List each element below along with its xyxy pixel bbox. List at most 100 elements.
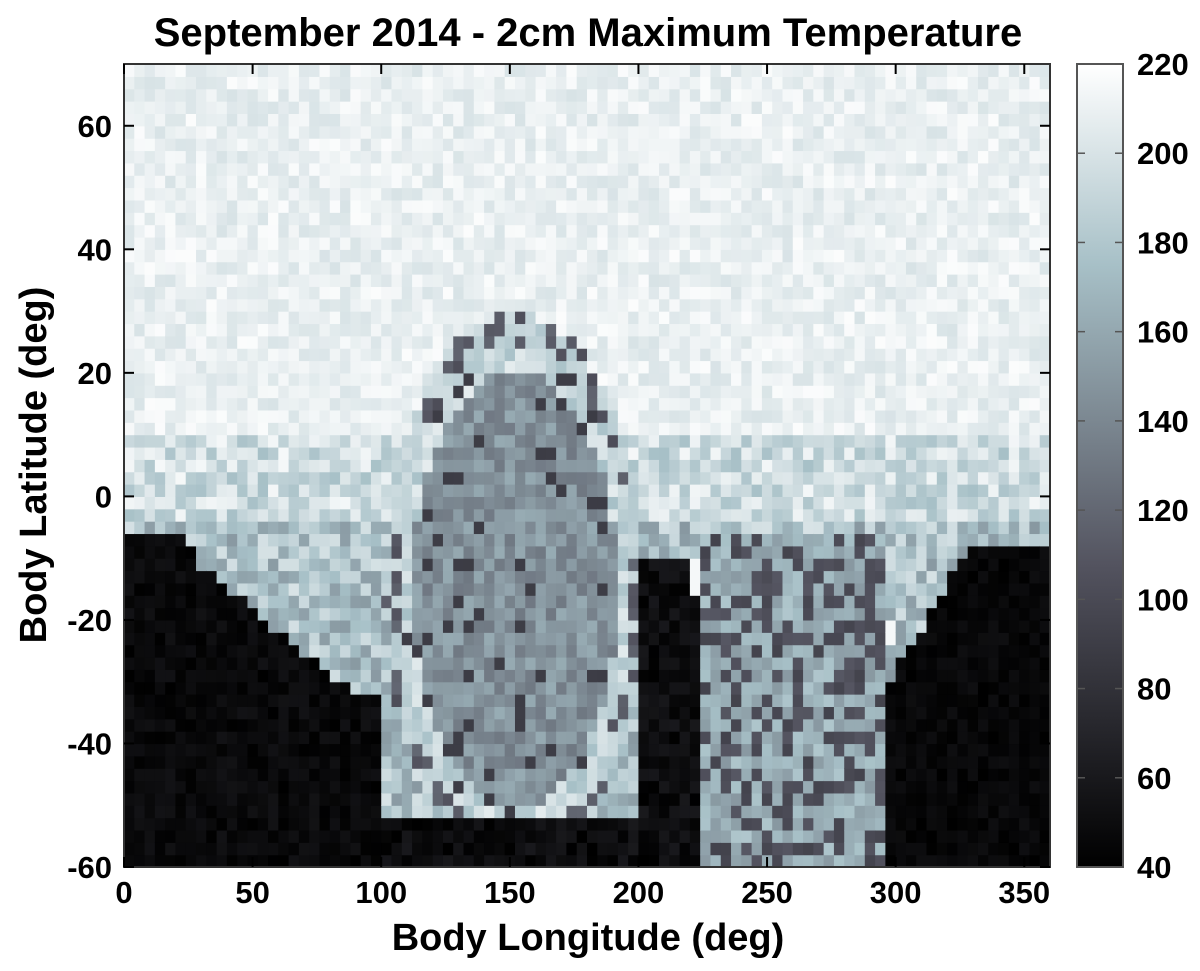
heatmap-cell [165,582,177,596]
heatmap-cell [803,372,814,386]
heatmap-cell [257,842,269,856]
heatmap-cell [659,335,670,349]
heatmap-cell [545,582,557,596]
heatmap-cell [813,385,825,399]
heatmap-cell [422,545,434,559]
heatmap-cell [741,249,753,263]
heatmap-cell [669,64,681,77]
heatmap-cell [144,533,156,547]
heatmap-cell [844,113,856,127]
heatmap-cell [247,484,259,497]
heatmap-cell [319,212,331,226]
heatmap-cell [576,570,588,584]
heatmap-cell [257,335,269,349]
heatmap-cell [628,496,640,510]
heatmap-cell [741,755,753,769]
heatmap-cell [329,681,341,695]
heatmap-cell [741,792,753,806]
heatmap-cell [124,521,135,535]
heatmap-cell [185,817,197,831]
heatmap-cell [432,792,444,806]
heatmap-cell [895,694,907,707]
heatmap-cell [731,805,742,819]
heatmap-cell [679,175,691,189]
heatmap-cell [226,311,238,325]
heatmap-cell [895,743,907,757]
heatmap-cell [895,558,907,572]
heatmap-cell [772,323,784,337]
heatmap-cell [340,335,351,349]
heatmap-cell [545,718,557,732]
heatmap-cell [453,607,465,621]
heatmap-cell [700,780,712,794]
heatmap-cell [535,199,547,213]
heatmap-cell [185,656,197,670]
heatmap-cell [679,644,691,658]
heatmap-cell [875,792,886,806]
heatmap-cell [422,706,434,720]
heatmap-cell [412,385,423,399]
heatmap-cell [124,323,135,337]
heatmap-cell [597,409,609,423]
heatmap-cell [617,607,629,621]
heatmap-cell [720,360,732,374]
heatmap-cell [576,212,588,226]
heatmap-cell [432,521,444,535]
heatmap-cell [494,64,506,77]
heatmap-cell [196,521,207,535]
heatmap-cell [525,842,537,856]
heatmap-cell [196,459,207,473]
heatmap-cell [823,76,835,90]
heatmap-cell [504,508,516,522]
heatmap-cell [453,632,465,646]
heatmap-cell [535,274,547,287]
heatmap-cell [473,138,485,152]
heatmap-cell [504,669,516,683]
heatmap-cell [875,348,886,362]
heatmap-cell [226,150,238,164]
heatmap-cell [432,570,444,584]
heatmap-cell [638,805,650,819]
heatmap-cell [504,459,516,473]
heatmap-cell [514,829,526,843]
heatmap-cell [309,755,321,769]
heatmap-cell [257,434,269,448]
heatmap-cell [895,261,907,275]
heatmap-cell [257,199,269,213]
heatmap-cell [525,236,537,250]
heatmap-cell [329,484,341,497]
heatmap-cell [288,755,300,769]
heatmap-cell [525,743,537,757]
heatmap-cell [370,718,382,732]
heatmap-cell [196,632,207,646]
heatmap-cell [638,125,650,139]
heatmap-cell [268,274,279,287]
heatmap-cell [875,199,886,213]
heatmap-cell [628,681,640,695]
heatmap-cell [597,484,609,497]
heatmap-cell [566,644,578,658]
heatmap-cell [525,175,537,189]
heatmap-cell [659,582,670,596]
heatmap-cell [247,175,259,189]
heatmap-cell [597,298,609,312]
heatmap-cell [319,496,331,510]
heatmap-cell [278,76,290,90]
heatmap-cell [607,274,619,287]
heatmap-cell [298,780,310,794]
heatmap-cell [566,607,578,621]
heatmap-cell [772,298,784,312]
heatmap-cell [319,422,331,436]
heatmap-cell [247,731,259,745]
heatmap-cell [484,175,495,189]
heatmap-cell [895,224,907,238]
heatmap-cell [648,422,660,436]
heatmap-cell [803,274,814,287]
heatmap-cell [628,533,640,547]
heatmap-cell [319,261,331,275]
heatmap-cell [638,224,650,238]
heatmap-cell [741,644,753,658]
heatmap-cell [833,409,845,423]
heatmap-cell [370,101,382,115]
heatmap-cell [710,175,722,189]
